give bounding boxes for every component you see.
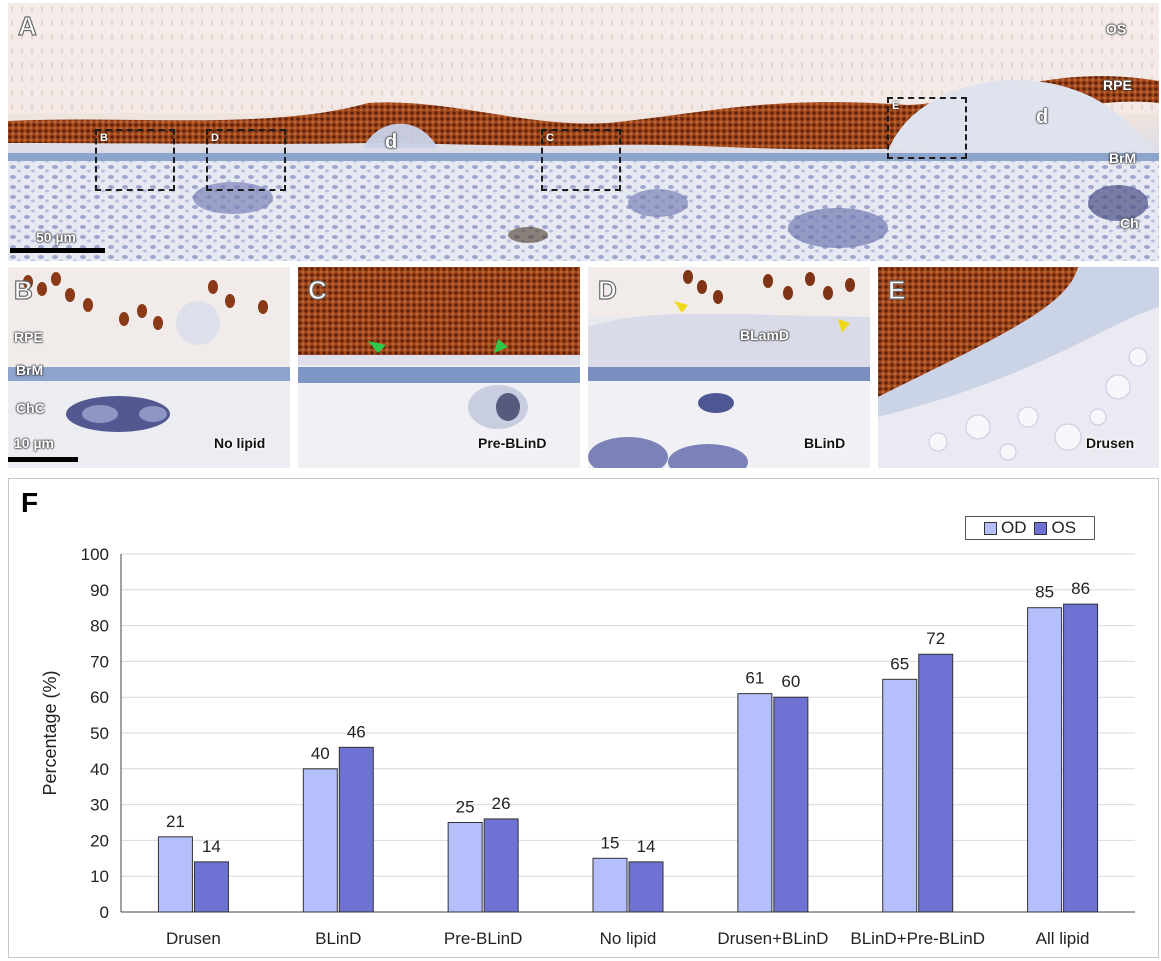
y-tick-label-0: 0 — [100, 903, 109, 922]
panel-e-letter: E — [887, 274, 906, 305]
y-tick-label-10: 10 — [90, 867, 109, 886]
chc-label-b: ChC — [16, 400, 45, 416]
x-tick-label-5: BLinD+Pre-BLinD — [850, 929, 985, 948]
data-label-os-3: 14 — [637, 837, 656, 856]
data-label-od-3: 15 — [601, 833, 620, 852]
legend-item-os: OS — [1034, 518, 1076, 538]
inset-box-b: B — [95, 129, 175, 191]
y-tick-label-30: 30 — [90, 796, 109, 815]
bar-od-4 — [737, 693, 773, 913]
inset-box-c: C — [541, 129, 621, 191]
caption-drusen: Drusen — [1086, 435, 1135, 451]
data-label-od-2: 25 — [456, 798, 475, 817]
y-axis-label: Percentage (%) — [40, 670, 60, 795]
panel-f-letter: F — [21, 487, 39, 518]
chart-legend: OD OS — [965, 516, 1095, 540]
data-label-od-4: 61 — [745, 669, 764, 688]
bar-os-5 — [918, 653, 954, 913]
data-label-os-5: 72 — [926, 629, 945, 648]
scale-bar-10um — [8, 457, 78, 462]
blamd-label: BLamD — [740, 327, 790, 343]
legend-label-od: OD — [1000, 518, 1027, 537]
bar-od-2 — [447, 822, 483, 913]
bar-chart: 0 10 20 30 40 50 60 70 80 90 100 Percentage (%) 21 14… — [40, 545, 1135, 948]
ch-label: Ch — [1120, 215, 1139, 231]
brm-label-b: BrM — [16, 362, 44, 378]
panel-d-letter: D — [597, 274, 617, 305]
data-label-od-1: 40 — [311, 744, 330, 763]
panel-c-letter: C — [307, 274, 327, 305]
panel-b-micrograph: B RPE BrM ChC No lipid 10 µm — [8, 267, 290, 468]
y-tick-label-100: 100 — [81, 545, 109, 564]
scale-label-10um: 10 µm — [14, 435, 54, 451]
panel-e-tissue-image — [878, 267, 1159, 468]
legend-item-od: OD — [983, 518, 1027, 538]
drusen-d-label-2: d — [1036, 106, 1049, 128]
panel-b-tissue-image — [8, 267, 290, 468]
x-tick-label-3: No lipid — [600, 929, 657, 948]
bar-od-1 — [302, 768, 338, 913]
bar-os-2 — [483, 818, 519, 913]
data-label-os-6: 86 — [1071, 579, 1090, 598]
bar-od-0 — [157, 836, 193, 913]
panel-c-micrograph: C Pre-BLinD — [298, 267, 580, 468]
rpe-label-b: RPE — [14, 329, 43, 345]
y-tick-label-70: 70 — [90, 652, 109, 671]
caption-blind: BLinD — [804, 435, 846, 451]
legend-label-os: OS — [1051, 518, 1077, 537]
data-label-os-4: 60 — [781, 672, 800, 691]
scale-bar-50um — [10, 248, 105, 253]
data-label-os-0: 14 — [202, 837, 221, 856]
caption-pre-blind: Pre-BLinD — [478, 435, 547, 451]
panel-e-micrograph: E Drusen — [878, 267, 1159, 468]
legend-swatch-os — [1034, 521, 1048, 535]
bar-os-6 — [1063, 603, 1099, 913]
x-tick-label-0: Drusen — [166, 929, 221, 948]
bar-os-4 — [773, 696, 809, 913]
data-label-od-5: 65 — [890, 654, 909, 673]
bar-os-3 — [628, 861, 664, 913]
y-tick-label-50: 50 — [90, 724, 109, 743]
data-label-os-2: 26 — [492, 794, 511, 813]
y-tick-label-60: 60 — [90, 688, 109, 707]
brm-label: BrM — [1109, 150, 1137, 166]
y-tick-label-90: 90 — [90, 581, 109, 600]
panel-d-micrograph: D BLamD BLinD — [588, 267, 870, 468]
scale-label-50um: 50 µm — [36, 229, 76, 245]
bar-od-6 — [1027, 607, 1063, 913]
inset-box-e: E — [887, 97, 967, 159]
legend-swatch-od — [983, 521, 997, 535]
inset-box-d: D — [206, 129, 286, 191]
os-label: OS — [1106, 21, 1127, 37]
panel-f-chart: F 0 10 20 30 40 50 60 70 80 90 100 Percentage (%) 21… — [8, 478, 1159, 958]
y-tick-label-80: 80 — [90, 617, 109, 636]
bar-od-3 — [592, 857, 628, 913]
x-tick-label-1: BLinD — [315, 929, 361, 948]
panel-d-tissue-image — [588, 267, 870, 468]
panel-b-letter: B — [13, 274, 33, 305]
data-label-os-1: 46 — [347, 722, 366, 741]
y-tick-label-20: 20 — [90, 831, 109, 850]
data-label-od-6: 85 — [1035, 583, 1054, 602]
caption-no-lipid: No lipid — [214, 435, 266, 451]
panel-c-tissue-image — [298, 267, 580, 468]
bar-os-1 — [338, 746, 374, 913]
y-tick-label-40: 40 — [90, 760, 109, 779]
panel-a-tissue-image — [8, 3, 1159, 261]
drusen-d-label-1: d — [385, 131, 398, 153]
bar-os-0 — [193, 861, 229, 913]
rpe-label: RPE — [1103, 77, 1132, 93]
data-label-od-0: 21 — [166, 812, 185, 831]
x-tick-label-4: Drusen+BLinD — [717, 929, 828, 948]
x-tick-label-6: All lipid — [1036, 929, 1090, 948]
x-tick-label-2: Pre-BLinD — [444, 929, 522, 948]
bar-od-5 — [882, 678, 918, 913]
panel-a-micrograph: A OS RPE BrM Ch d d B D C E 50 µm — [8, 3, 1159, 261]
panel-a-letter: A — [17, 10, 37, 41]
